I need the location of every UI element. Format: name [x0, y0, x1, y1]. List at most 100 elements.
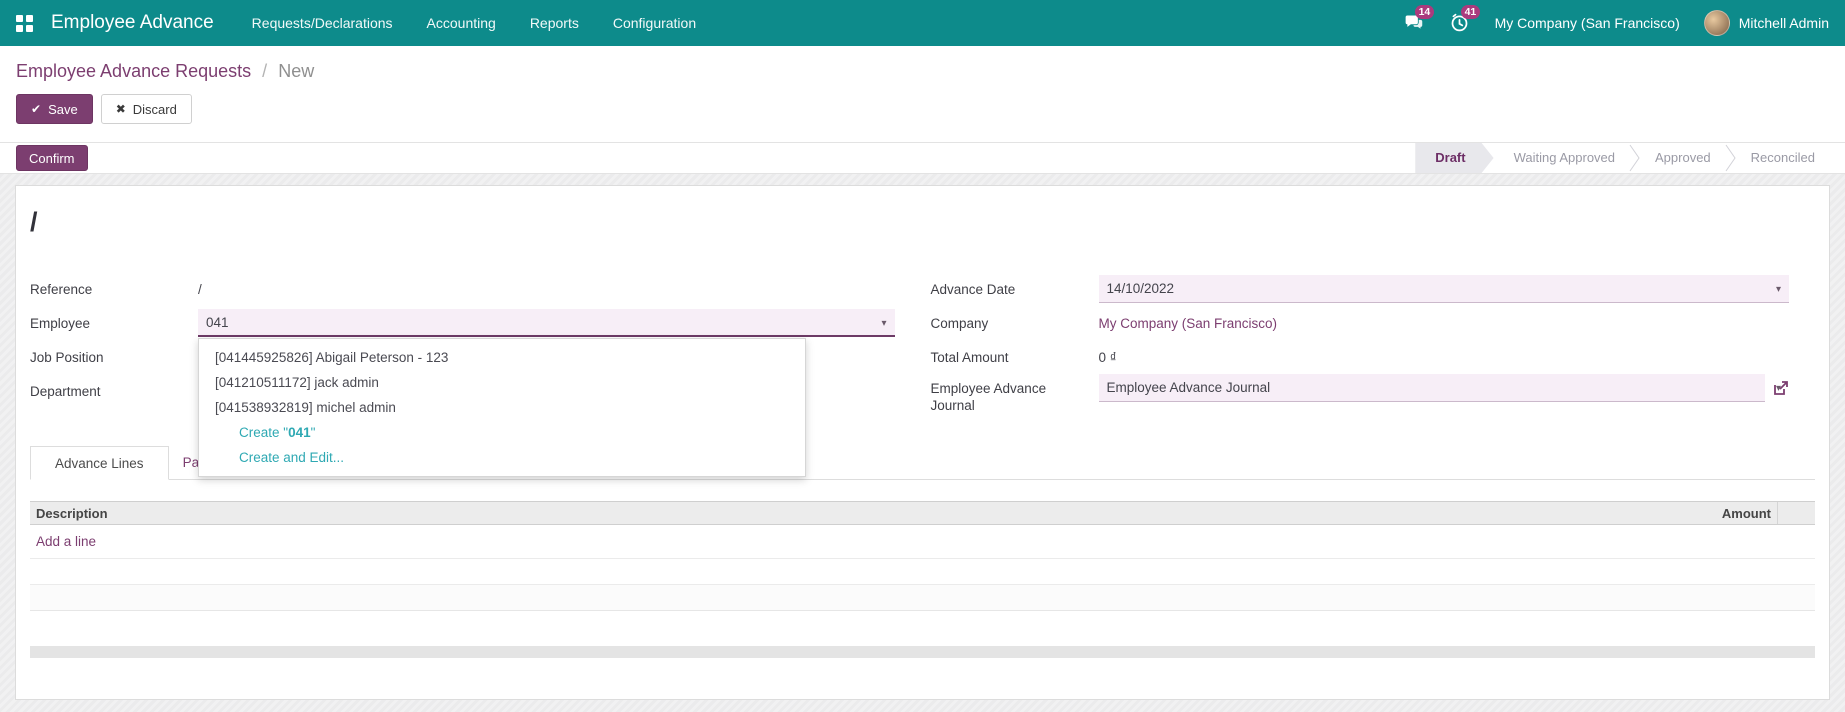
- breadcrumb-parent-link[interactable]: Employee Advance Requests: [16, 61, 252, 81]
- field-department: Department: [30, 374, 915, 408]
- journal-label: Employee Advance Journal: [930, 381, 1047, 413]
- dropdown-create-option[interactable]: Create "041": [199, 420, 805, 445]
- navbar-right: 14 41 My Company (San Francisco) Mitchel…: [1403, 5, 1829, 36]
- advance-date-input-wrap: ▾: [1098, 275, 1789, 303]
- discard-label: Discard: [132, 101, 177, 117]
- field-journal: Employee Advance Journal ▾: [931, 374, 1816, 426]
- table-spacer: [30, 611, 1815, 646]
- document-title: /: [30, 207, 38, 237]
- company-switcher[interactable]: My Company (San Francisco): [1494, 15, 1680, 31]
- action-buttons: ✔ Save ✖ Discard: [16, 94, 1845, 124]
- breadcrumb-separator: /: [262, 61, 268, 81]
- menu-requests-declarations[interactable]: Requests/Declarations: [251, 15, 393, 31]
- create-term: 041: [288, 425, 311, 440]
- field-advance-date: Advance Date ▾: [931, 272, 1816, 306]
- form-sheet: / Reference / Employee ▾: [15, 185, 1830, 700]
- messages-badge: 14: [1414, 5, 1435, 19]
- field-reference: Reference /: [30, 272, 915, 306]
- fields-left-column: Reference / Employee ▾ [041445925826] Ab…: [30, 272, 915, 477]
- activities-menu[interactable]: 41: [1449, 5, 1481, 34]
- menu-reports[interactable]: Reports: [529, 15, 579, 31]
- user-name: Mitchell Admin: [1738, 15, 1829, 31]
- discard-button[interactable]: ✖ Discard: [100, 94, 192, 124]
- menu-accounting[interactable]: Accounting: [426, 15, 496, 31]
- table-row: [30, 585, 1815, 611]
- chevron-down-icon[interactable]: ▾: [1775, 382, 1781, 394]
- reference-label: Reference: [30, 281, 93, 297]
- apps-grid-icon[interactable]: [16, 14, 33, 32]
- field-employee: Employee ▾ [041445925826] Abigail Peters…: [30, 306, 915, 477]
- status-step-reconciled[interactable]: Reconciled: [1750, 150, 1815, 165]
- tab-advance-lines[interactable]: Advance Lines: [30, 446, 169, 480]
- chat-bubbles-icon: [1405, 15, 1422, 29]
- chevron-separator-icon: [1629, 144, 1640, 172]
- breadcrumb: Employee Advance Requests / New: [16, 58, 1845, 84]
- confirm-button[interactable]: Confirm: [16, 145, 88, 171]
- status-steps: Draft Waiting Approved Approved Reconcil…: [1415, 143, 1835, 173]
- department-label: Department: [30, 383, 101, 399]
- save-label: Save: [48, 101, 78, 117]
- status-step-draft[interactable]: Draft: [1415, 143, 1493, 173]
- page-background: / Reference / Employee ▾: [0, 174, 1845, 712]
- dropdown-option[interactable]: [041538932819] michel admin: [215, 400, 396, 415]
- advance-date-value-cell: ▾: [1098, 275, 1816, 303]
- table-row: [30, 559, 1815, 585]
- messages-menu[interactable]: 14: [1403, 5, 1435, 34]
- confirm-label: Confirm: [29, 150, 75, 166]
- add-a-line-link[interactable]: Add a line: [30, 525, 1815, 559]
- fields-grid: Reference / Employee ▾ [041445925826] Ab…: [30, 272, 1816, 477]
- control-panel: Employee Advance Requests / New ✔ Save ✖…: [0, 46, 1845, 142]
- company-label: Company: [930, 315, 989, 331]
- journal-input[interactable]: [1098, 374, 1765, 402]
- advance-date-label: Advance Date: [930, 281, 1016, 297]
- statusbar: Confirm Draft Waiting Approved Approved …: [0, 142, 1845, 174]
- user-avatar: [1703, 10, 1730, 36]
- status-step-waiting-approved[interactable]: Waiting Approved: [1513, 150, 1616, 165]
- dropdown-option[interactable]: [041445925826] Abigail Peterson - 123: [215, 350, 449, 365]
- column-header-extra: [1777, 502, 1815, 524]
- employee-value-cell: ▾ [041445925826] Abigail Peterson - 123 …: [198, 309, 915, 477]
- chevron-down-icon[interactable]: ▾: [1775, 283, 1781, 295]
- save-button[interactable]: ✔ Save: [16, 94, 93, 124]
- employee-autocomplete-dropdown: [041445925826] Abigail Peterson - 123 [0…: [198, 338, 806, 477]
- menu-configuration[interactable]: Configuration: [612, 15, 697, 31]
- main-menu: Requests/Declarations Accounting Reports…: [252, 15, 696, 31]
- breadcrumb-current: New: [278, 61, 315, 81]
- chevron-down-icon[interactable]: ▾: [881, 317, 887, 329]
- status-step-approved[interactable]: Approved: [1655, 150, 1711, 165]
- total-amount-value: 0 ₫: [1098, 349, 1117, 365]
- activity-clock-icon: [1451, 13, 1467, 32]
- job-position-label: Job Position: [30, 349, 104, 365]
- user-menu[interactable]: Mitchell Admin: [1703, 10, 1829, 36]
- create-suffix: ": [310, 425, 316, 440]
- column-header-description: Description: [36, 505, 108, 521]
- company-value[interactable]: My Company (San Francisco): [1098, 315, 1278, 331]
- check-icon: ✔: [31, 102, 42, 116]
- advance-lines-table: Description Amount Add a line: [30, 501, 1815, 658]
- table-header: Description Amount: [30, 501, 1815, 525]
- reference-value: /: [198, 281, 202, 297]
- create-prefix: Create ": [239, 425, 289, 440]
- chevron-separator-icon: [1725, 144, 1736, 172]
- journal-input-wrap: ▾: [1098, 374, 1790, 402]
- top-navbar: Employee Advance Requests/Declarations A…: [0, 0, 1845, 46]
- employee-label: Employee: [30, 315, 91, 331]
- app-brand[interactable]: Employee Advance: [51, 12, 214, 33]
- activities-badge: 41: [1460, 5, 1481, 19]
- field-company: Company My Company (San Francisco): [931, 306, 1816, 340]
- employee-input-wrap: ▾: [198, 309, 895, 337]
- dropdown-create-and-edit[interactable]: Create and Edit...: [239, 450, 345, 465]
- field-total-amount: Total Amount 0 ₫: [931, 340, 1816, 374]
- total-amount-label: Total Amount: [930, 349, 1009, 365]
- journal-value-cell: ▾: [1098, 374, 1816, 402]
- dropdown-option[interactable]: [041210511172] jack admin: [215, 375, 379, 390]
- notebook-tabs: Advance Lines Paym: [30, 446, 1815, 480]
- employee-input[interactable]: [198, 309, 895, 337]
- x-icon: ✖: [115, 102, 126, 116]
- column-header-amount: Amount: [1721, 505, 1771, 521]
- external-link-icon[interactable]: [1773, 380, 1789, 396]
- field-job-position: Job Position: [30, 340, 915, 374]
- advance-date-input[interactable]: [1098, 275, 1789, 303]
- table-bottom-strip: [30, 646, 1815, 658]
- fields-right-column: Advance Date ▾ Company My Company (San F…: [931, 272, 1816, 426]
